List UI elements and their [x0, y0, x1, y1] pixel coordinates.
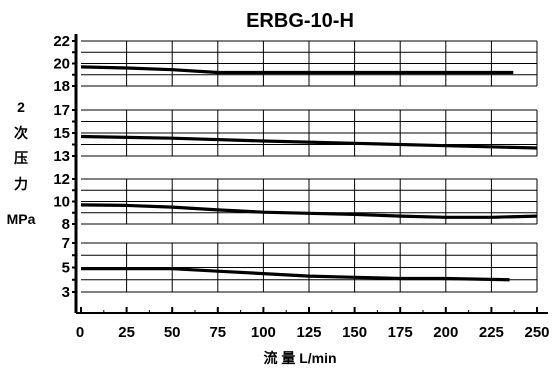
- panel-1-series-line: [81, 67, 513, 73]
- panel-4-ytick-label-7: 7: [62, 235, 70, 252]
- x-tick-label-225: 225: [479, 324, 504, 341]
- x-tick-label-200: 200: [433, 324, 458, 341]
- x-tick-label-0: 0: [76, 324, 84, 341]
- x-tick-label-25: 25: [118, 324, 135, 341]
- panel-4: 3 5 7: [62, 235, 537, 301]
- panel-2-ytick-label-15: 15: [53, 125, 70, 142]
- x-axis-label: 流 量 L/min: [263, 350, 336, 366]
- x-tick-label-75: 75: [209, 324, 226, 341]
- y-axis-label-line-4: MPa: [7, 211, 36, 227]
- y-axis-label-line-1: 次: [14, 125, 28, 141]
- panel-4-ytick-label-5: 5: [62, 260, 70, 277]
- x-tick-label-125: 125: [296, 324, 321, 341]
- panel-1-ytick-label-18: 18: [53, 78, 70, 95]
- panel-3: 8 10 12: [53, 171, 537, 233]
- panel-2-ytick-label-17: 17: [53, 102, 70, 119]
- panel-1-ytick-label-22: 22: [53, 33, 70, 50]
- x-tick-label-175: 175: [388, 324, 413, 341]
- panel-3-ytick-label-8: 8: [62, 216, 70, 233]
- panel-4-ytick-label-3: 3: [62, 284, 70, 301]
- x-tick-label-250: 250: [524, 324, 549, 341]
- panel-3-ytick-label-12: 12: [53, 171, 70, 188]
- x-tick-label-150: 150: [342, 324, 367, 341]
- panel-2: 13 15 17: [53, 102, 537, 165]
- y-axis-label-line-0: 2: [17, 99, 25, 115]
- panel-1-ytick-label-20: 20: [53, 56, 70, 73]
- y-axis-label-line-2: 压: [14, 150, 28, 166]
- y-axis-label-line-3: 力: [14, 176, 28, 192]
- panel-3-ytick-label-10: 10: [53, 194, 70, 211]
- x-tick-label-50: 50: [164, 324, 181, 341]
- x-tick-labels: 0 25 50 75 100 125 150 175 200 225 250: [76, 302, 550, 341]
- panel-1: 18 20 22: [53, 33, 537, 95]
- panels-layer: 18 20 22 13 15 17 8 10 12 3 5 7: [53, 33, 537, 302]
- panel-2-ytick-label-13: 13: [53, 148, 70, 165]
- x-tick-label-100: 100: [251, 324, 276, 341]
- chart-title: ERBG-10-H: [246, 10, 354, 32]
- y-axis-label: 2 次压力 MPa: [7, 99, 36, 227]
